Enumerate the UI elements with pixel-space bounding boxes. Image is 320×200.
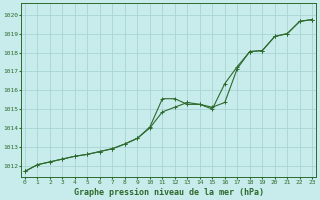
X-axis label: Graphe pression niveau de la mer (hPa): Graphe pression niveau de la mer (hPa) — [74, 188, 264, 197]
